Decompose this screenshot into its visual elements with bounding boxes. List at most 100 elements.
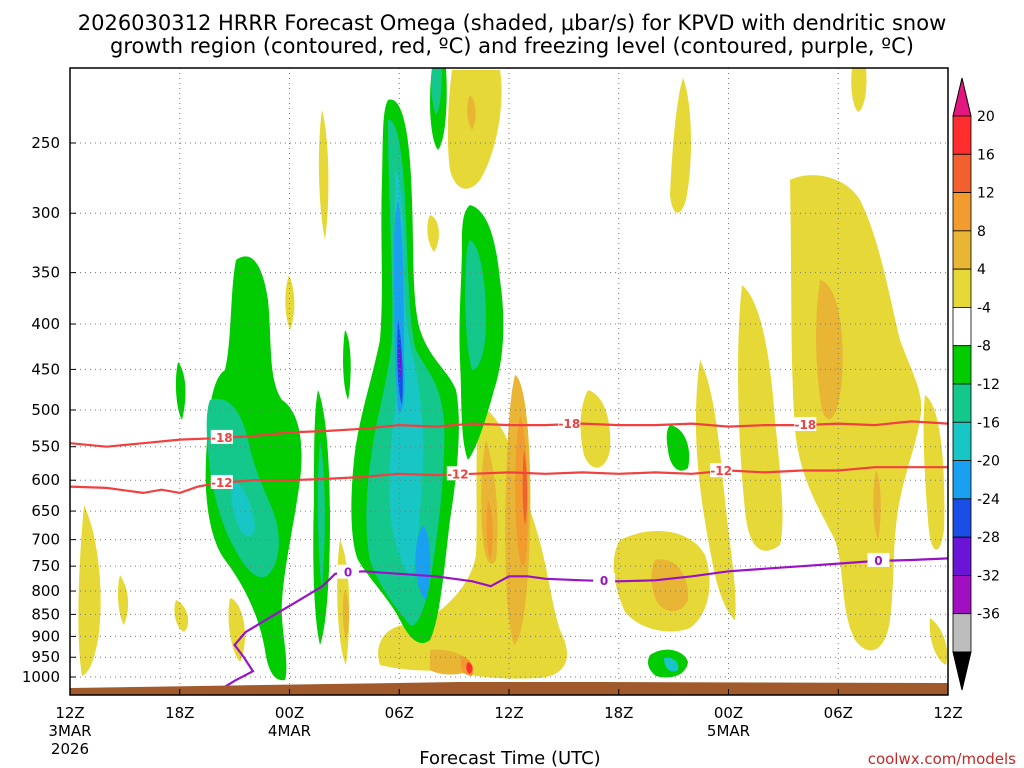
x-tick-label: 12Z [933, 704, 962, 722]
contour-label-bg [710, 463, 733, 478]
omega-region-orange [873, 470, 881, 540]
x-axis-label: Forecast Time (UTC) [419, 748, 600, 768]
chart-title-line1: 2026030312 HRRR Forecast Omega (shaded, … [78, 11, 947, 35]
omega-region-yellow [174, 600, 189, 632]
colorbar-band [952, 460, 972, 500]
omega-region-cyan [664, 657, 679, 672]
colorbar: 20 16 12 8 4 -4 -8 -12 -16 -20 -24 -28 -32 -36 [952, 77, 1000, 691]
omega-region-purple [398, 340, 402, 380]
omega-region-orange [481, 440, 498, 564]
credit-link[interactable]: coolwx.com/models [868, 750, 1016, 768]
colorbar-band [952, 613, 972, 653]
omega-region-yellow [447, 70, 502, 189]
omega-region-yellow [580, 390, 611, 468]
x-tick-date-label: 5MAR [707, 722, 750, 740]
colorbar-band [952, 575, 972, 615]
omega-region-green [175, 362, 186, 420]
colorbar-label: -8 [977, 339, 991, 355]
y-tick-label: 950 [31, 648, 60, 666]
x-tick-label: 12Z [55, 704, 84, 722]
y-tick-label: 600 [31, 471, 60, 489]
omega-region-yellow [929, 618, 948, 665]
omega-region-yellow [318, 110, 329, 240]
colorbar-label: -32 [977, 568, 1000, 584]
omega-region-yellow [78, 505, 101, 676]
omega-region-yellow [851, 68, 867, 112]
omega-region-yellow [117, 575, 129, 625]
omega-region-cyan [231, 480, 255, 537]
y-tick-label: 700 [31, 531, 60, 549]
y-tick-label: 750 [31, 557, 60, 575]
colorbar-band [952, 192, 972, 232]
contour-line--12 [70, 466, 948, 495]
colorbar-label: -28 [977, 530, 1000, 546]
colorbar-label: 16 [977, 147, 995, 163]
omega-region-orange [430, 649, 472, 675]
omega-region-teal [317, 440, 325, 590]
colorbar-label: 4 [977, 262, 986, 278]
x-tick-date-label: 3MAR [48, 722, 91, 740]
colorbar-label: -4 [977, 300, 991, 316]
contour-label-bg [867, 552, 890, 567]
omega-region-red [522, 450, 528, 525]
contour-line-0 [70, 557, 948, 695]
colorbar-band [952, 153, 972, 193]
x-tick-year-label: 2026 [51, 740, 89, 758]
colorbar-band [952, 498, 972, 538]
colorbar-label: -12 [977, 377, 1000, 393]
x-tick-date-label: 4MAR [268, 722, 311, 740]
colorbar-label: 20 [977, 109, 995, 125]
y-axis-ticks: 250 300 350 400 450 500 550 600 650 700 750 800 850 9… [22, 134, 76, 686]
x-tick-label: 06Z [824, 704, 853, 722]
omega-region-yellow [228, 598, 245, 662]
y-tick-label: 400 [31, 315, 60, 333]
x-tick-label: 00Z [714, 704, 743, 722]
contour-label: -18 [794, 418, 816, 432]
colorbar-top-triangle [952, 77, 972, 117]
x-tick-label: 06Z [385, 704, 414, 722]
colorbar-bottom-triangle [952, 651, 972, 691]
contour-label: -12 [710, 464, 732, 478]
colorbar-band [952, 307, 972, 347]
contour-label-bg [794, 416, 817, 431]
colorbar-label: -24 [977, 492, 1000, 508]
contour-label-bg [337, 564, 360, 579]
omega-region-orange [651, 559, 689, 612]
omega-region-dark-orange [486, 500, 493, 560]
omega-region-blue [415, 525, 431, 600]
omega-region-green [666, 425, 690, 471]
contour-label-bg [446, 466, 469, 481]
colorbar-label: -36 [977, 607, 1000, 623]
omega-region-orange [816, 280, 843, 420]
x-tick-label: 18Z [165, 704, 194, 722]
contour-lines: -18 -18 -18 -12 -12 -12 0 0 0 [70, 416, 948, 695]
chart-title-line2: growth region (contoured, red, ºC) and f… [110, 34, 914, 58]
omega-region-yellow [923, 395, 945, 550]
colorbar-label: 12 [977, 186, 995, 202]
contour-label: -18 [559, 417, 581, 431]
colorbar-band [952, 383, 972, 423]
omega-region-yellow [738, 285, 783, 551]
contour-label: 0 [874, 554, 882, 568]
contour-label-bg [210, 474, 233, 489]
colorbar-band [952, 536, 972, 576]
omega-region-green [343, 330, 351, 400]
y-tick-label: 300 [31, 204, 60, 222]
contour-label: 0 [600, 574, 608, 588]
colorbar-band [952, 345, 972, 385]
omega-region-red [466, 662, 473, 674]
y-tick-label: 500 [31, 401, 60, 419]
y-tick-label: 650 [31, 502, 60, 520]
colorbar-label: -16 [977, 415, 1000, 431]
y-tick-label: 450 [31, 360, 60, 378]
x-tick-label: 12Z [494, 704, 523, 722]
x-tick-label: 00Z [275, 704, 304, 722]
omega-region-teal [431, 68, 442, 115]
y-tick-label: 350 [31, 264, 60, 282]
colorbar-label: 8 [977, 224, 986, 240]
contour-label-bg [593, 572, 616, 587]
colorbar-band [952, 115, 972, 155]
contour-label: -12 [211, 476, 233, 490]
colorbar-band [952, 230, 972, 270]
